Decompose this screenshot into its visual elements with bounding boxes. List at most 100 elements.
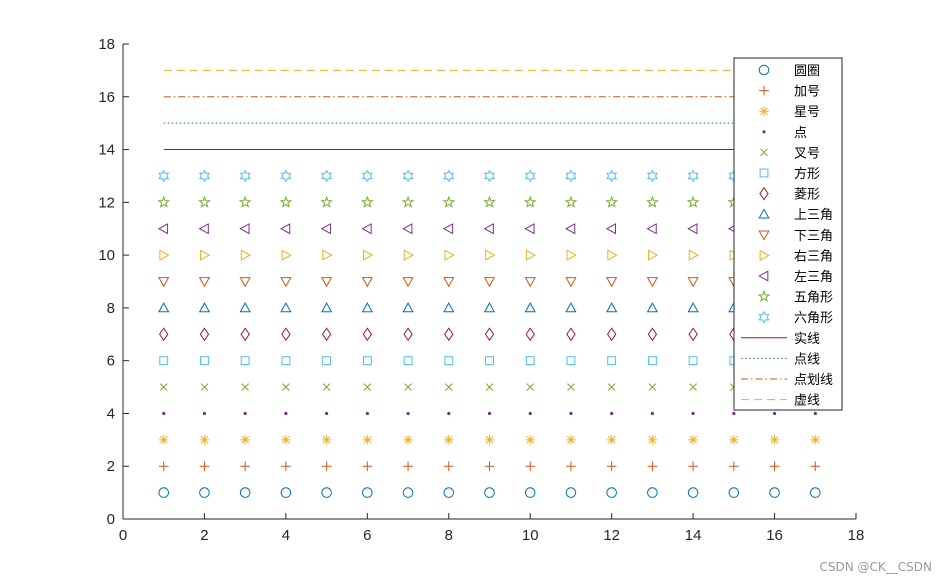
pentagram-marker — [279, 195, 293, 208]
triangle-right-marker — [525, 249, 537, 261]
circle-marker — [239, 487, 251, 498]
series-triangle-up — [158, 302, 821, 313]
circle-marker — [402, 487, 414, 498]
x-tick-label: 12 — [603, 527, 620, 544]
circle-marker — [524, 487, 536, 498]
triangle-down-marker — [606, 277, 618, 288]
pentagram-marker — [320, 195, 334, 208]
plus-marker — [484, 461, 495, 472]
hexagram-marker — [280, 169, 292, 183]
legend-triangle-down-marker — [758, 230, 770, 241]
plus-marker — [362, 461, 373, 472]
triangle-up-marker — [443, 302, 455, 313]
triangle-down-marker — [239, 277, 251, 288]
circle-marker — [687, 487, 699, 498]
asterisk-marker — [158, 435, 169, 445]
diamond-marker — [240, 327, 250, 342]
x-tick-label: 4 — [282, 527, 290, 544]
triangle-left-marker — [524, 223, 535, 235]
triangle-up-marker — [239, 302, 251, 313]
asterisk-marker — [606, 435, 617, 445]
hexagram-marker — [158, 169, 170, 183]
point-marker — [650, 411, 654, 416]
asterisk-marker — [484, 435, 495, 445]
triangle-left-marker — [646, 223, 657, 235]
point-marker — [325, 411, 329, 416]
hexagram-marker — [239, 169, 251, 183]
triangle-left-marker — [198, 223, 209, 235]
triangle-left-marker — [402, 223, 413, 235]
circle-marker — [565, 487, 577, 498]
square-marker — [525, 356, 535, 366]
triangle-down-marker — [565, 277, 577, 288]
triangle-right-marker — [648, 249, 659, 261]
legend-label: 加号 — [794, 85, 820, 100]
triangle-left-marker — [361, 223, 372, 235]
x-tick-label: 16 — [766, 527, 783, 544]
triangle-right-marker — [281, 249, 292, 261]
triangle-up-marker — [402, 302, 414, 313]
circle-marker — [280, 487, 292, 498]
plus-marker — [281, 461, 291, 472]
asterisk-marker — [199, 435, 210, 445]
legend-point-marker — [762, 130, 766, 134]
asterisk-marker — [321, 435, 332, 445]
y-tick-label: 14 — [98, 142, 115, 159]
triangle-right-marker — [403, 249, 414, 261]
x-tick-label: 2 — [200, 527, 208, 544]
plot-lines — [163, 69, 816, 151]
cross-marker — [322, 383, 331, 391]
x-tick-label: 14 — [685, 527, 702, 544]
square-marker — [322, 356, 332, 366]
asterisk-marker — [647, 435, 658, 445]
circle-marker — [809, 487, 821, 498]
hexagram-marker — [199, 169, 210, 183]
plus-marker — [525, 461, 536, 472]
legend-diamond-marker — [759, 186, 769, 201]
triangle-down-marker — [483, 277, 496, 288]
triangle-left-marker — [483, 223, 494, 235]
legend-label: 虚线 — [794, 394, 820, 409]
x-tick-label: 6 — [363, 527, 371, 544]
watermark: CSDN @CK__CSDN — [819, 560, 933, 574]
circle-marker — [443, 487, 455, 498]
triangle-left-marker — [442, 223, 454, 235]
point-marker — [813, 411, 817, 416]
series-plus — [158, 461, 821, 472]
hexagram-marker — [646, 169, 658, 183]
triangle-up-marker — [320, 302, 333, 313]
asterisk-marker — [443, 435, 454, 445]
cross-marker — [363, 383, 372, 391]
legend-asterisk-marker — [759, 106, 769, 116]
legend-label: 点线 — [794, 352, 820, 367]
point-marker — [528, 411, 532, 416]
legend-label: 点 — [794, 126, 807, 141]
pentagram-marker — [686, 195, 700, 208]
triangle-down-marker — [361, 277, 373, 288]
triangle-up-marker — [565, 302, 577, 313]
y-tick-label: 16 — [98, 89, 115, 106]
triangle-down-marker — [443, 277, 455, 288]
x-tick-label: 8 — [445, 527, 453, 544]
pentagram-marker — [483, 195, 496, 208]
pentagram-marker — [523, 195, 537, 208]
diamond-marker — [484, 327, 495, 342]
cross-marker — [159, 383, 168, 391]
legend-triangle-up-marker — [758, 208, 770, 219]
diamond-marker — [199, 327, 210, 342]
asterisk-marker — [729, 435, 739, 445]
triangle-down-marker — [158, 277, 170, 288]
point-marker — [365, 411, 369, 416]
triangle-left-marker — [239, 223, 250, 235]
circle-marker — [199, 487, 210, 498]
y-tick-label: 12 — [98, 194, 115, 211]
asterisk-marker — [362, 435, 373, 445]
legend-label: 五角形 — [794, 291, 833, 306]
asterisk-marker — [688, 435, 698, 445]
triangle-right-marker — [688, 249, 699, 261]
asterisk-marker — [769, 435, 780, 445]
triangle-right-marker — [566, 249, 577, 261]
legend-label: 左三角 — [794, 270, 833, 285]
asterisk-marker — [525, 435, 536, 445]
asterisk-marker — [281, 435, 291, 445]
